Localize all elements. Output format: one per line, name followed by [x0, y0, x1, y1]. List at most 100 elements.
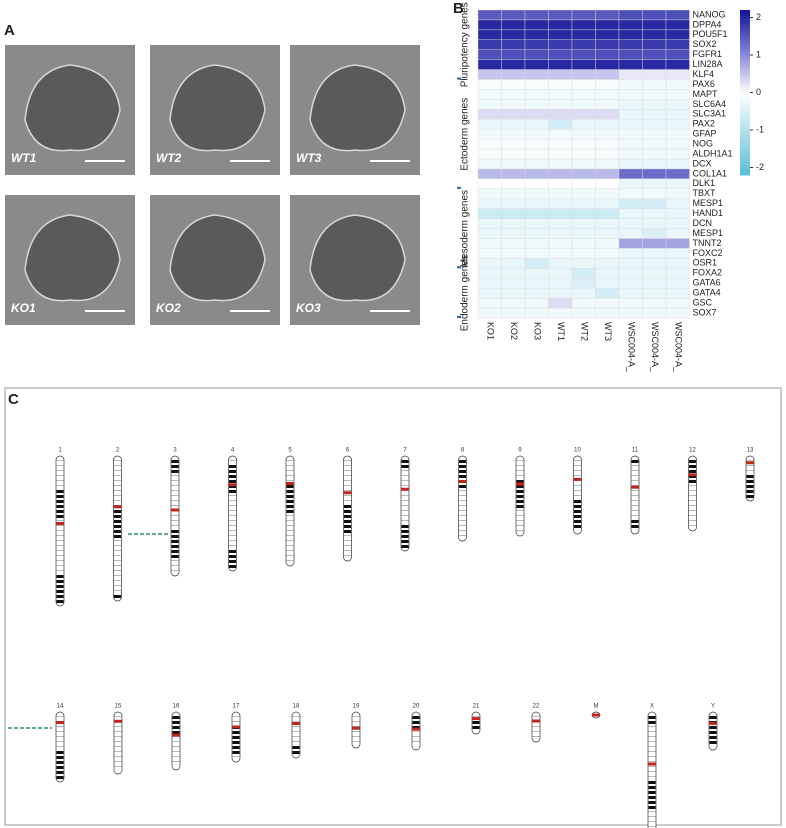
- heat-cell: [524, 158, 549, 170]
- band: [171, 520, 179, 521]
- centromere: [113, 505, 122, 509]
- band: [56, 545, 64, 546]
- heat-cell: [665, 119, 690, 130]
- band: [412, 736, 420, 737]
- panel-c-frame: [4, 387, 782, 826]
- band: [56, 480, 64, 481]
- band: [114, 550, 121, 551]
- heat-cell: [618, 198, 643, 209]
- band: [352, 721, 360, 722]
- band: [172, 761, 180, 762]
- row-label: SLC3A1: [693, 109, 727, 119]
- colorbar-step: [740, 34, 750, 38]
- band: [232, 736, 240, 739]
- row-label: MESP1: [693, 198, 724, 208]
- band: [648, 751, 656, 752]
- band: [648, 761, 656, 762]
- heat-cell: [595, 129, 620, 140]
- column-label: KO3: [532, 322, 542, 340]
- band: [648, 746, 656, 747]
- band: [344, 530, 351, 533]
- row-label: GATA4: [693, 288, 721, 298]
- heat-cell: [595, 268, 620, 279]
- band: [344, 550, 351, 551]
- band: [56, 535, 64, 536]
- heat-cell: [642, 19, 667, 31]
- heat-cell: [501, 39, 526, 50]
- heat-cell: [665, 307, 690, 319]
- band: [459, 470, 466, 473]
- band: [648, 726, 656, 727]
- chromosome: [630, 455, 640, 535]
- row-label: COL1A1: [693, 168, 728, 178]
- band: [516, 500, 524, 503]
- colorbar-step: [740, 125, 750, 129]
- band: [292, 726, 300, 727]
- band: [352, 736, 360, 737]
- heat-cell: [665, 99, 690, 110]
- column-label: WT3: [603, 322, 613, 341]
- heat-cell: [642, 258, 667, 269]
- heat-cell: [618, 188, 643, 199]
- band: [648, 716, 656, 719]
- centromere: [172, 733, 180, 737]
- heat-cell: [477, 278, 502, 289]
- band: [459, 510, 466, 511]
- heat-cell: [571, 29, 596, 41]
- heat-cell: [524, 278, 549, 289]
- band: [401, 495, 409, 496]
- band: [56, 460, 64, 461]
- band: [689, 520, 696, 521]
- band: [114, 590, 121, 591]
- heat-cell: [665, 138, 690, 150]
- chromosome-number: 5: [288, 448, 292, 454]
- colorbar-step: [740, 32, 750, 36]
- heat-cell: [548, 278, 573, 289]
- heat-cell: [477, 89, 502, 100]
- band: [56, 520, 64, 521]
- heat-cell: [642, 129, 667, 140]
- chromosome-body: [55, 455, 65, 607]
- heat-cell: [665, 109, 690, 120]
- band: [292, 721, 300, 722]
- chromosome-number: 17: [233, 704, 240, 710]
- band: [172, 716, 180, 719]
- band: [114, 465, 121, 466]
- band: [292, 736, 300, 737]
- heat-cell: [501, 109, 526, 120]
- heat-cell: [571, 168, 596, 180]
- heat-cell: [665, 59, 690, 70]
- heat-cell: [595, 148, 620, 160]
- colorbar-step: [740, 51, 750, 55]
- band: [709, 741, 717, 744]
- heat-cell: [665, 198, 690, 209]
- heat-cell: [665, 129, 690, 140]
- heat-cell: [665, 69, 690, 80]
- heat-cell: [618, 59, 643, 70]
- band: [401, 480, 409, 481]
- chromosome: [291, 711, 301, 759]
- band: [171, 465, 179, 468]
- band: [648, 826, 656, 827]
- heat-cell: [665, 39, 690, 50]
- band: [631, 520, 639, 523]
- band: [286, 475, 294, 476]
- colorbar-step: [740, 169, 750, 173]
- band: [689, 460, 696, 463]
- heat-cell: [618, 238, 643, 249]
- band: [746, 480, 754, 483]
- heat-cell: [524, 178, 549, 190]
- band: [171, 530, 179, 533]
- heat-cell: [548, 109, 573, 120]
- centromere: [688, 473, 697, 477]
- band: [56, 751, 64, 754]
- band: [114, 460, 121, 461]
- band: [114, 520, 121, 523]
- row-label: KLF4: [693, 69, 715, 79]
- heat-cell: [595, 79, 620, 90]
- band: [229, 490, 236, 493]
- band: [709, 716, 717, 719]
- band: [56, 600, 64, 603]
- heat-cell: [524, 19, 549, 31]
- colorbar-step: [740, 67, 750, 71]
